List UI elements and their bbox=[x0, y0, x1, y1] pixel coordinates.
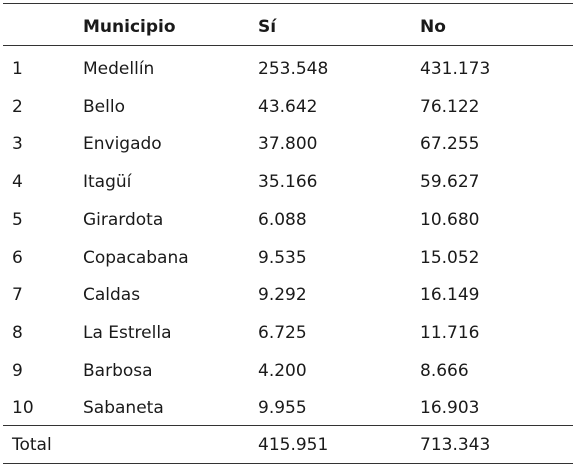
si-cell: 253.548 bbox=[258, 59, 329, 79]
municipio-cell: Envigado bbox=[83, 134, 162, 155]
municipio-cell: Sabaneta bbox=[83, 398, 164, 419]
total-rule bbox=[3, 425, 573, 426]
row-number: 4 bbox=[12, 172, 23, 193]
municipio-cell: Barbosa bbox=[83, 360, 153, 381]
no-cell: 11.716 bbox=[420, 322, 480, 343]
si-cell: 35.166 bbox=[258, 172, 318, 193]
header-cell: Municipio bbox=[83, 17, 176, 37]
row-number: 3 bbox=[12, 134, 23, 155]
no-cell: 16.903 bbox=[420, 398, 480, 419]
row-number: 9 bbox=[12, 360, 23, 381]
municipio-cell: Medellín bbox=[83, 59, 155, 79]
no-cell: 10.680 bbox=[420, 209, 480, 230]
no-cell: 15.052 bbox=[420, 247, 480, 268]
header-rule bbox=[3, 45, 573, 46]
bottom-rule bbox=[3, 463, 573, 464]
si-cell: 9.292 bbox=[258, 285, 307, 306]
si-cell: 9.535 bbox=[258, 247, 307, 268]
si-cell: 43.642 bbox=[258, 96, 318, 117]
row-number: 10 bbox=[12, 398, 34, 419]
municipio-cell: Girardota bbox=[83, 209, 164, 230]
top-rule bbox=[3, 3, 573, 4]
no-cell: 16.149 bbox=[420, 285, 480, 306]
municipio-cell: Itagüí bbox=[83, 172, 132, 193]
row-number: 2 bbox=[12, 96, 23, 117]
municipio-cell: Copacabana bbox=[83, 247, 189, 268]
header-cell: Sí bbox=[258, 17, 277, 37]
municipio-cell: Bello bbox=[83, 96, 125, 117]
header-cell: No bbox=[420, 17, 446, 37]
municipio-cell: La Estrella bbox=[83, 322, 172, 343]
si-cell: 9.955 bbox=[258, 398, 307, 419]
si-cell: 6.725 bbox=[258, 322, 307, 343]
total-cell: 713.343 bbox=[420, 435, 491, 455]
no-cell: 431.173 bbox=[420, 59, 491, 79]
row-number: 1 bbox=[12, 59, 23, 79]
si-cell: 37.800 bbox=[258, 134, 318, 155]
no-cell: 76.122 bbox=[420, 96, 480, 117]
municipio-cell: Caldas bbox=[83, 285, 141, 306]
row-number: 6 bbox=[12, 247, 23, 268]
si-cell: 6.088 bbox=[258, 209, 307, 230]
row-number: 7 bbox=[12, 285, 23, 306]
total-label: Total bbox=[12, 435, 52, 455]
row-number: 5 bbox=[12, 209, 23, 230]
row-number: 8 bbox=[12, 322, 23, 343]
no-cell: 67.255 bbox=[420, 134, 480, 155]
no-cell: 8.666 bbox=[420, 360, 469, 381]
si-cell: 4.200 bbox=[258, 360, 307, 381]
no-cell: 59.627 bbox=[420, 172, 480, 193]
total-cell: 415.951 bbox=[258, 435, 329, 455]
